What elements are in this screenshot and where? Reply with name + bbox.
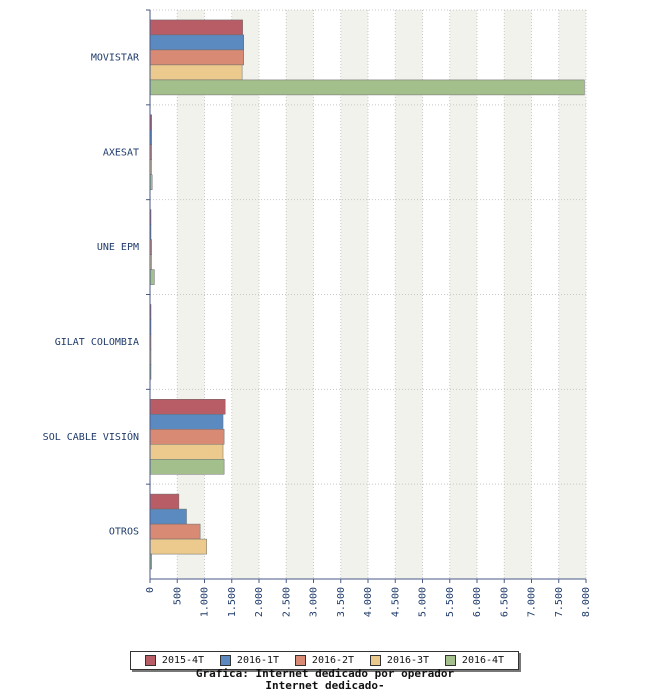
legend-item: 2016-1T <box>219 655 280 666</box>
grid-band <box>504 10 532 579</box>
legend-item: 2016-3T <box>369 655 430 666</box>
bar <box>149 538 207 555</box>
bar <box>149 19 243 36</box>
bar <box>149 49 244 66</box>
grid-band <box>449 10 477 579</box>
x-tick-label: 5.500 <box>445 587 456 617</box>
category-label: MOVISTAR <box>91 52 140 63</box>
x-tick-label: 4.500 <box>390 587 401 617</box>
x-tick-label: 6.000 <box>472 587 483 617</box>
bar <box>149 523 201 540</box>
x-tick-label: 7.500 <box>554 587 565 617</box>
x-tick-label: 1.000 <box>200 587 211 617</box>
legend-label: 2016-3T <box>386 655 430 666</box>
legend-label: 2015-4T <box>161 655 205 666</box>
bar <box>149 444 224 460</box>
legend-item: 2015-4T <box>144 655 205 666</box>
axes <box>146 9 587 583</box>
tick-labels: 0 500 1.000 1.500 2.000 2.500 3.000 3.500 4.000 4… <box>145 587 592 617</box>
legend-item: 2016-2T <box>294 655 355 666</box>
legend-swatch <box>144 655 156 666</box>
bar <box>149 269 155 285</box>
x-tick-label: 2.500 <box>281 587 292 617</box>
x-tick-label: 1.500 <box>227 587 238 617</box>
legend-item: 2016-4T <box>444 655 505 666</box>
bar <box>149 79 585 96</box>
bar <box>149 508 187 525</box>
category-label: OTROS <box>109 527 139 538</box>
x-tick-label: 6.500 <box>499 587 510 617</box>
grid-band <box>558 10 586 579</box>
x-tick-label: 4.000 <box>363 587 374 617</box>
x-tick-label: 0 <box>145 587 156 593</box>
legend-swatch <box>219 655 231 666</box>
bar <box>149 34 244 51</box>
x-tick-label: 3.000 <box>309 587 320 617</box>
bar-chart: MOVISTAR AXESAT UNE EPM GILAT COLOMBIA SOL C… <box>43 9 592 617</box>
category-label: GILAT COLOMBIA <box>55 337 139 348</box>
legend-swatch <box>444 655 456 666</box>
bar <box>149 64 243 81</box>
grid-band <box>231 10 259 579</box>
legend-label: 2016-4T <box>461 655 505 666</box>
x-tick-label: 8.000 <box>581 587 592 617</box>
caption-line-2: Internet dedicado- <box>265 679 385 692</box>
category-label: AXESAT <box>103 147 139 158</box>
category-labels: MOVISTAR AXESAT UNE EPM GILAT COLOMBIA SOL C… <box>43 52 140 537</box>
grid-band <box>286 10 314 579</box>
bar <box>149 493 180 510</box>
x-tick-label: 3.500 <box>336 587 347 617</box>
bar <box>149 459 225 475</box>
x-tick-label: 500 <box>172 587 183 605</box>
chart-caption: Grafica: Internet dedicado por operador … <box>0 668 650 692</box>
bar <box>149 399 226 415</box>
caption-line-1: Grafica: Internet dedicado por operador <box>195 667 455 680</box>
category-label: UNE EPM <box>97 242 139 253</box>
category-label: SOL CABLE VISIÓN <box>43 430 139 443</box>
legend-swatch <box>369 655 381 666</box>
legend-label: 2016-1T <box>236 655 280 666</box>
x-tick-label: 2.000 <box>254 587 265 617</box>
grid-band <box>177 10 205 579</box>
bar <box>149 429 225 445</box>
bar <box>149 414 224 430</box>
grid-lines <box>150 9 587 580</box>
x-tick-label: 5.000 <box>418 587 429 617</box>
legend-label: 2016-2T <box>311 655 355 666</box>
legend: 2015-4T 2016-1T 2016-2T 2016-3T 2016-4T <box>130 651 519 670</box>
x-tick-label: 7.000 <box>527 587 538 617</box>
bars <box>149 19 585 570</box>
legend-swatch <box>294 655 306 666</box>
